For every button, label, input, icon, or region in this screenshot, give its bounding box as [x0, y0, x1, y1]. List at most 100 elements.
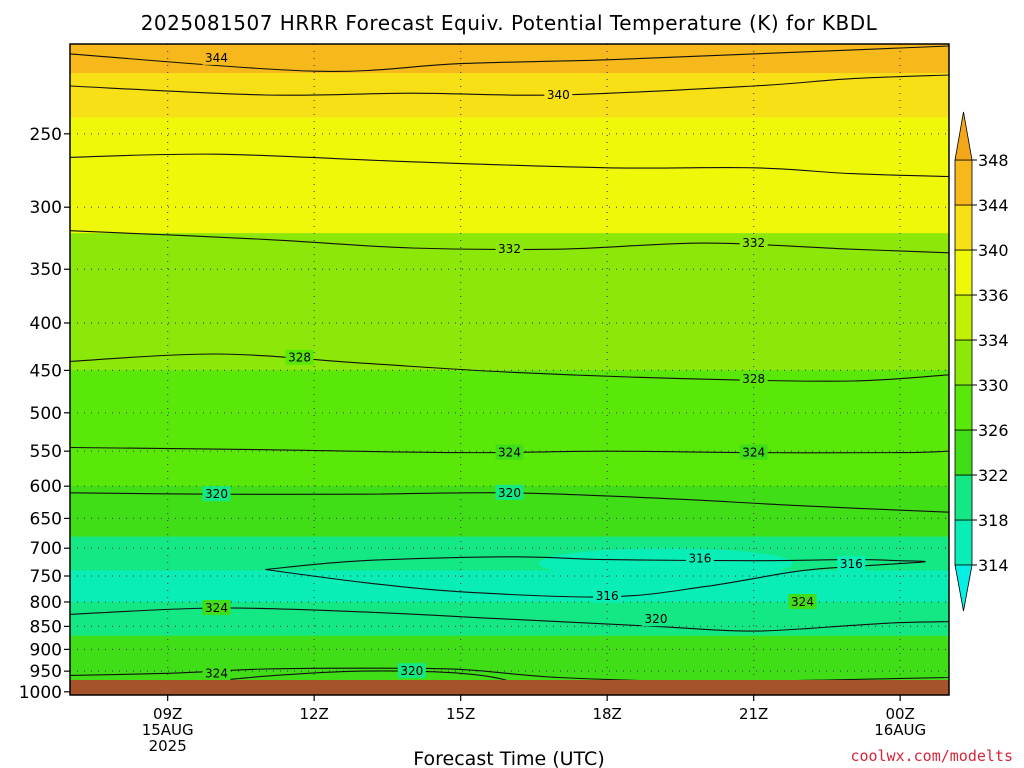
colorbar-extend-top — [954, 111, 973, 161]
contour-316 — [265, 556, 926, 598]
field-band — [70, 635, 949, 672]
x-tick-label: 12Z — [299, 705, 328, 723]
contour-label: 324 — [495, 444, 524, 460]
contour-label: 332 — [495, 241, 524, 257]
contour-label: 320 — [495, 484, 524, 500]
contour-label-text: 324 — [742, 446, 765, 460]
colorbar-segment — [954, 429, 973, 476]
contour-label-text: 332 — [498, 242, 521, 256]
colorbar-tick-label: 348 — [978, 151, 1009, 170]
x-axis-label: Forecast Time (UTC) — [413, 748, 604, 768]
colorbar-tick-label: 314 — [978, 556, 1009, 575]
colorbar-segment — [954, 159, 973, 206]
contour-label: 320 — [202, 486, 231, 502]
field-band — [70, 536, 949, 572]
colorbar-segment — [954, 339, 973, 386]
y-tick-label: 900 — [30, 640, 62, 660]
contour-label-layer: 344 340 332 332 328 328 324 324 320 320 316 316 316 3… — [202, 49, 866, 681]
contour-label: 324 — [202, 665, 231, 681]
contour-label: 332 — [739, 235, 768, 251]
y-tick-label: 700 — [30, 539, 62, 559]
contour-label-text: 320 — [498, 486, 521, 500]
x-tick-label: 09Z — [153, 705, 182, 723]
field-band — [70, 302, 949, 371]
contour-328 — [70, 353, 949, 382]
contour-label-bg — [642, 611, 670, 627]
contour-label: 324 — [739, 444, 768, 460]
contour-344 — [70, 45, 949, 72]
x-tick-label: 21Z — [739, 705, 768, 723]
colorbar-tick-label: 326 — [978, 421, 1009, 440]
colorbar-tick-label: 344 — [978, 196, 1009, 215]
contour-label-bg — [739, 444, 768, 460]
contour-label: 324 — [788, 593, 817, 609]
y-tick-label: 750 — [30, 567, 62, 587]
colorbar-segment — [954, 294, 973, 341]
colorbar-segment — [954, 519, 973, 566]
contour-label-bg — [397, 663, 426, 679]
contour-label: 320 — [397, 663, 426, 679]
colorbar-tick-label: 318 — [978, 511, 1009, 530]
y-tick-label: 400 — [30, 314, 62, 334]
colorbar-tick-label: 334 — [978, 331, 1009, 350]
field-band — [70, 370, 949, 430]
contour-label-bg — [739, 235, 768, 251]
credit-text: coolwx.com/modelts — [850, 747, 1013, 765]
colorbar-segment — [954, 249, 973, 296]
x-tick-label: 15Z — [446, 705, 475, 723]
contour-label-bg — [739, 371, 768, 387]
contour-label-bg — [837, 556, 866, 572]
plot-frame — [69, 43, 950, 696]
colorbar-tick-label: 330 — [978, 376, 1009, 395]
contour-label-bg — [202, 665, 231, 681]
y-tick-label: 950 — [30, 662, 62, 682]
y-tick-label: 550 — [30, 442, 62, 462]
x-tick-label: 00Z — [885, 705, 914, 723]
contour-label-bg — [685, 550, 714, 566]
contour-label-text: 340 — [547, 88, 570, 102]
contour-label-bg — [593, 587, 622, 603]
field-minimum — [538, 548, 793, 579]
field-layer — [70, 44, 949, 695]
contour-340 — [70, 74, 949, 96]
x-tick-label: 16AUG — [874, 721, 926, 739]
chart-title: 2025081507 HRRR Forecast Equiv. Potentia… — [141, 11, 878, 35]
field-band — [70, 570, 949, 603]
contour-324 — [70, 446, 949, 454]
contour-label-text: 332 — [742, 236, 765, 250]
contour-label-bg — [788, 593, 817, 609]
contour-label: 320 — [642, 611, 670, 627]
y-tick-label: 450 — [30, 361, 62, 381]
contour-label-text: 324 — [205, 666, 228, 680]
contour-label-text: 316 — [688, 551, 711, 565]
contour-label-text: 328 — [288, 351, 311, 365]
y-tick-label: 500 — [30, 404, 62, 424]
contour-label-text: 320 — [645, 612, 668, 626]
y-tick-label: 250 — [30, 125, 62, 145]
contour-label-text: 328 — [742, 372, 765, 386]
y-tick-label: 350 — [30, 260, 62, 280]
contour-label-bg — [495, 484, 524, 500]
colorbar-tick-label: 322 — [978, 466, 1009, 485]
contour-332 — [70, 230, 949, 254]
plot-area: 344 340 332 332 328 328 324 324 320 320 316 316 316 3… — [70, 44, 949, 695]
y-tick-label: 300 — [30, 198, 62, 218]
contour-label: 316 — [837, 556, 866, 572]
contour-label-text: 320 — [400, 664, 423, 678]
field-band — [70, 44, 949, 74]
colorbar-tick-label: 336 — [978, 286, 1009, 305]
colorbar-segment — [954, 384, 973, 431]
y-tick-label: 800 — [30, 593, 62, 613]
contour-label-text: 324 — [205, 601, 228, 615]
contour-label-text: 316 — [840, 557, 863, 571]
x-tick-label: 18Z — [592, 705, 621, 723]
contour-label-text: 320 — [205, 487, 228, 501]
contour-label-bg — [202, 49, 231, 65]
colorbar-segment — [954, 474, 973, 521]
contour-label-bg — [495, 241, 524, 257]
contour-label-text: 344 — [205, 51, 228, 65]
contour-label-bg — [285, 349, 314, 365]
contour-label: 344 — [202, 49, 231, 65]
colorbar-segment — [954, 204, 973, 251]
y-tick-label: 650 — [30, 509, 62, 529]
